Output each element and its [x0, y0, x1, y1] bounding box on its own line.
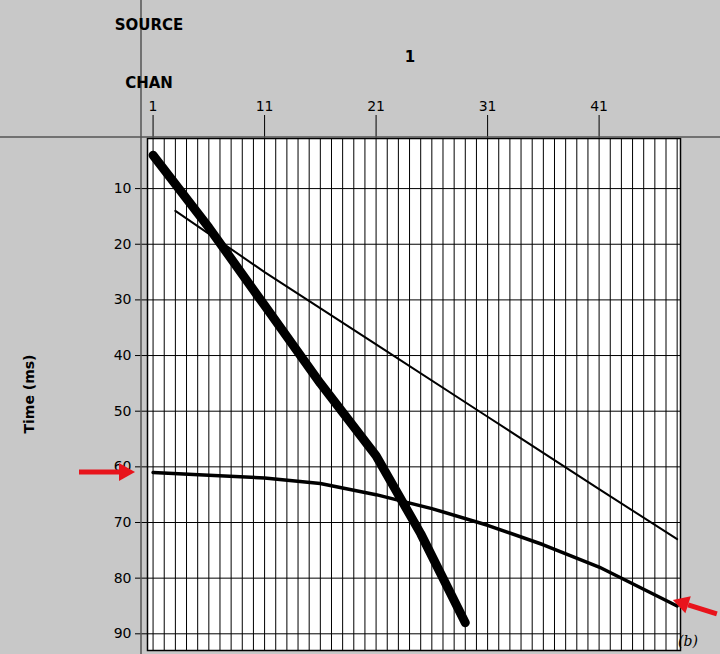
svg-text:Time (ms): Time (ms) — [21, 354, 37, 433]
svg-text:20: 20 — [114, 236, 132, 252]
svg-text:10: 10 — [114, 180, 132, 196]
svg-text:1: 1 — [149, 98, 158, 114]
svg-text:CHAN: CHAN — [125, 74, 173, 92]
svg-text:(b): (b) — [678, 633, 698, 649]
svg-text:50: 50 — [114, 403, 132, 419]
svg-text:90: 90 — [114, 625, 132, 641]
svg-text:1: 1 — [405, 48, 415, 66]
svg-text:41: 41 — [590, 98, 608, 114]
svg-text:40: 40 — [114, 347, 132, 363]
svg-text:21: 21 — [367, 98, 385, 114]
svg-text:30: 30 — [114, 291, 132, 307]
svg-text:SOURCE: SOURCE — [115, 16, 184, 34]
svg-text:80: 80 — [114, 570, 132, 586]
svg-text:11: 11 — [256, 98, 274, 114]
svg-text:31: 31 — [479, 98, 497, 114]
svg-text:70: 70 — [114, 514, 132, 530]
